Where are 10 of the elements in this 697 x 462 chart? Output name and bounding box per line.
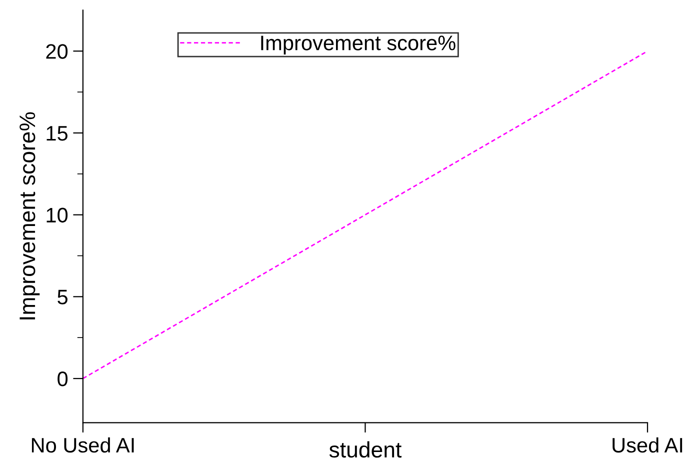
x-tick-label: Used AI: [612, 437, 682, 453]
x-tick-label: No Used AI: [32, 437, 134, 453]
x-axis-title: student: [329, 441, 402, 458]
y-tick-label: 10: [46, 208, 68, 223]
y-tick-label: 15: [46, 126, 68, 141]
y-tick-label: 20: [46, 44, 68, 59]
y-tick-label: 0: [58, 372, 68, 386]
y-axis-title: Improvement score%: [20, 112, 40, 320]
y-tick-label: 5: [58, 290, 68, 304]
legend-label: Improvement score%: [261, 36, 456, 54]
